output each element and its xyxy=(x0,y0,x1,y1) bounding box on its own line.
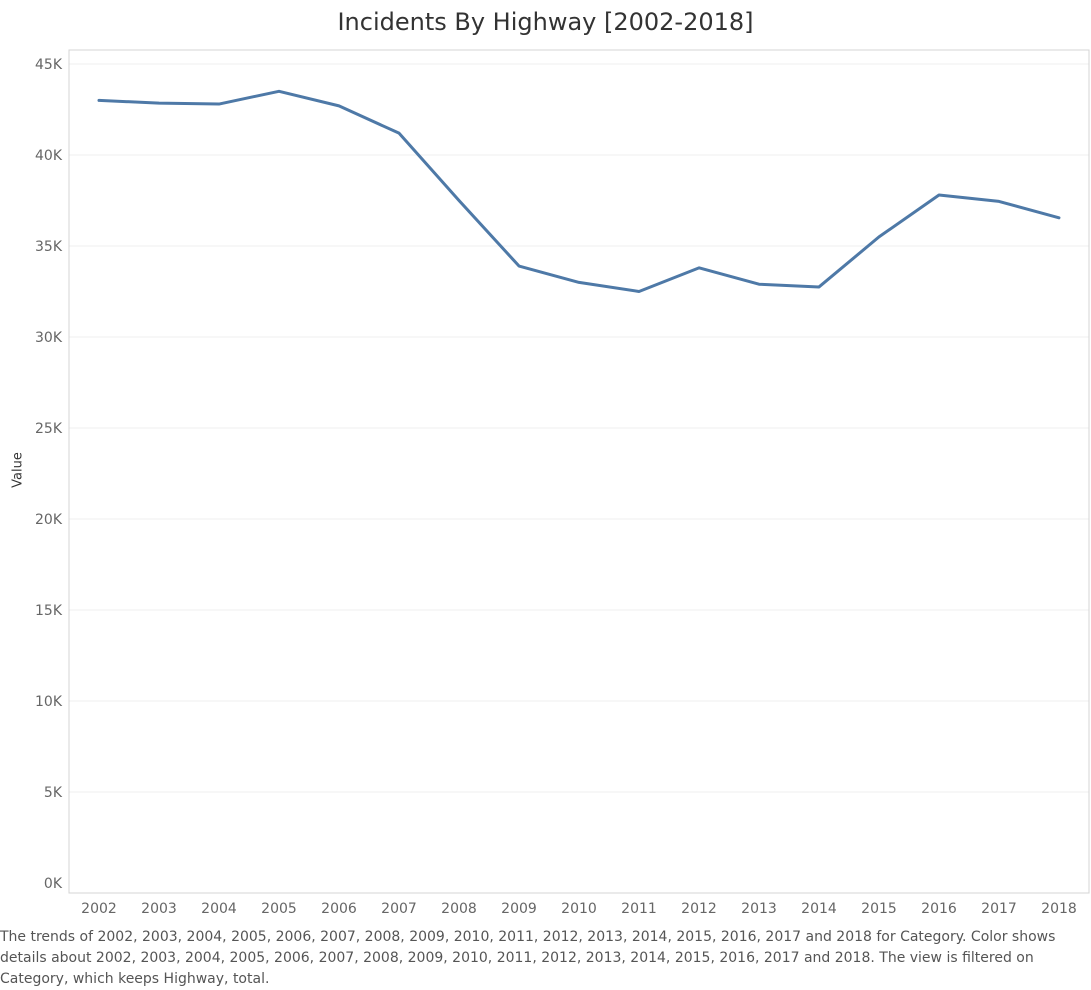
y-tick-label: 5K xyxy=(44,785,63,801)
x-tick-label: 2004 xyxy=(201,901,237,917)
data-point[interactable] xyxy=(456,198,462,204)
x-tick-label: 2012 xyxy=(681,901,717,917)
x-tick-label: 2018 xyxy=(1041,901,1077,917)
data-point[interactable] xyxy=(216,101,222,107)
x-tick-label: 2015 xyxy=(861,901,897,917)
data-point[interactable] xyxy=(636,289,642,295)
data-point[interactable] xyxy=(876,234,882,240)
x-tick-label: 2016 xyxy=(921,901,957,917)
x-tick-label: 2005 xyxy=(261,901,297,917)
y-tick-label: 35K xyxy=(35,239,63,255)
x-tick-label: 2009 xyxy=(501,901,537,917)
y-axis-ticks: 0K 5K 10K 15K 20K 25K 30K 35K 40K 45K xyxy=(35,57,63,892)
y-tick-label: 15K xyxy=(35,603,63,619)
series-line xyxy=(99,91,1059,291)
data-point[interactable] xyxy=(336,103,342,109)
y-tick-label: 20K xyxy=(35,512,63,528)
x-tick-label: 2006 xyxy=(321,901,357,917)
x-tick-label: 2008 xyxy=(441,901,477,917)
data-point[interactable] xyxy=(276,88,282,94)
data-point[interactable] xyxy=(1056,215,1062,221)
x-tick-label: 2013 xyxy=(741,901,777,917)
data-point[interactable] xyxy=(516,263,522,269)
x-tick-label: 2011 xyxy=(621,901,657,917)
x-axis-ticks: 2002 2003 2004 2005 2006 2007 2008 2009 2010 2011… xyxy=(81,901,1077,917)
data-point[interactable] xyxy=(996,198,1002,204)
x-tick-label: 2002 xyxy=(81,901,117,917)
data-point[interactable] xyxy=(936,192,942,198)
y-tick-label: 0K xyxy=(44,876,63,892)
plot-frame xyxy=(69,50,1089,893)
data-points xyxy=(96,88,1062,294)
data-point[interactable] xyxy=(816,284,822,290)
x-tick-label: 2014 xyxy=(801,901,837,917)
y-tick-label: 30K xyxy=(35,330,63,346)
x-tick-label: 2007 xyxy=(381,901,417,917)
x-tick-label: 2003 xyxy=(141,901,177,917)
data-point[interactable] xyxy=(396,130,402,136)
y-tick-label: 10K xyxy=(35,694,63,710)
data-point[interactable] xyxy=(696,265,702,271)
data-point[interactable] xyxy=(156,100,162,106)
x-tick-label: 2010 xyxy=(561,901,597,917)
y-tick-label: 25K xyxy=(35,421,63,437)
gridlines xyxy=(69,64,1089,792)
data-point[interactable] xyxy=(576,279,582,285)
y-tick-label: 45K xyxy=(35,57,63,73)
y-tick-label: 40K xyxy=(35,148,63,164)
data-point[interactable] xyxy=(96,97,102,103)
data-point[interactable] xyxy=(756,281,762,287)
chart-caption: The trends of 2002, 2003, 2004, 2005, 20… xyxy=(0,927,1085,990)
x-tick-label: 2017 xyxy=(981,901,1017,917)
